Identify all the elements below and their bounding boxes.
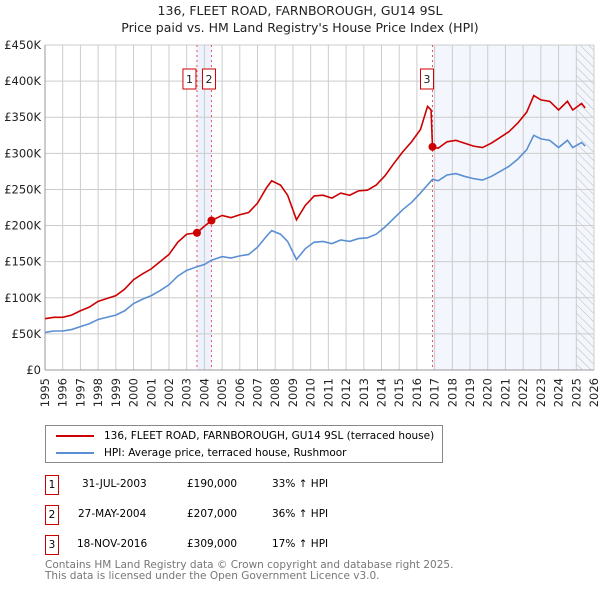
x-tick-label: 2017 [428,378,442,407]
sale-label: 1 [186,73,193,86]
sale-label-box [419,68,434,90]
x-tick-label: 2016 [410,378,424,407]
legend-label: 136, FLEET ROAD, FARNBOROUGH, GU14 9SL (… [104,430,435,442]
chart-subtitle: Price paid vs. HM Land Registry's House … [121,20,479,35]
sale-date: 27-MAY-2004 [78,508,147,520]
x-tick-label: 2007 [251,378,265,407]
x-tick-label: 2018 [445,378,459,407]
x-tick-label: 2005 [215,378,229,407]
sale-marker-badge: 1 [45,475,59,495]
x-tick-label: 1996 [56,378,70,407]
legend-label: HPI: Average price, terraced house, Rush… [104,447,347,459]
sale-point [207,216,216,225]
sale-label: 2 [205,73,212,86]
x-tick-label: 1998 [91,378,105,407]
x-tick-label: 2004 [197,378,211,407]
sale-label-box [201,68,216,90]
x-tick-label: 2010 [304,378,318,407]
y-tick-label: £150K [4,255,41,269]
property-price-line [44,94,586,320]
y-tick-label: £200K [4,219,41,233]
x-tick-label: 2014 [374,378,388,407]
x-tick-label: 2009 [286,378,300,407]
x-tick-label: 2023 [534,378,548,407]
legend-swatch-blue [56,452,94,454]
x-tick-label: 2025 [569,378,583,407]
sale-point [192,228,201,237]
sale-marker-badge: 2 [45,505,59,525]
sale-price: £207,000 [187,508,238,520]
legend-swatch-red [56,435,94,437]
sale-marker-badge: 3 [45,535,59,555]
x-tick-label: 2026 [587,378,600,407]
x-tick-label: 2001 [144,378,158,407]
x-tick-label: 1999 [109,378,123,407]
x-tick-label: 2021 [498,378,512,407]
x-tick-label: 1995 [38,378,52,407]
hpi-line [44,134,586,334]
y-tick-label: £300K [4,146,41,160]
x-tick-label: 2019 [463,378,477,407]
x-tick-label: 2000 [127,378,141,407]
x-tick-label: 2022 [516,378,530,407]
x-tick-label: 2008 [268,378,282,407]
sale-point [428,142,437,151]
sale-period-shade [432,45,594,370]
x-tick-label: 2006 [233,378,247,407]
forecast-hatch [576,45,594,370]
y-tick-label: £350K [4,110,41,124]
y-tick-label: £250K [4,182,41,196]
x-tick-label: 2013 [357,378,371,407]
y-tick-label: £400K [4,74,41,88]
y-tick-label: £100K [4,291,41,305]
footer: Contains HM Land Registry data © Crown c… [45,560,453,582]
sale-row: 1 31-JUL-2003 £190,000 33% ↑ HPI [45,475,445,495]
x-tick-label: 2015 [392,378,406,407]
sale-hpi: 17% ↑ HPI [272,538,329,550]
x-tick-label: 2020 [481,378,495,407]
legend: 136, FLEET ROAD, FARNBOROUGH, GU14 9SL (… [45,425,443,463]
legend-item-property: 136, FLEET ROAD, FARNBOROUGH, GU14 9SL (… [56,430,434,442]
sale-hpi: 36% ↑ HPI [272,508,329,520]
chart-title: 136, FLEET ROAD, FARNBOROUGH, GU14 9SL [157,3,443,18]
sale-date: 31-JUL-2003 [82,478,147,490]
x-tick-label: 2011 [321,378,335,407]
sale-date: 18-NOV-2016 [77,538,148,550]
y-tick-label: £450K [4,38,41,52]
chart-plot: 1995 1996 1997 1998 1999 2000 2001 2002 2003 2004… [4,38,600,407]
footer-line: This data is licensed under the Open Gov… [45,570,380,582]
y-tick-label: £50K [12,327,42,341]
x-tick-label: 2003 [180,378,194,407]
y-tick-label: £0 [26,363,41,377]
x-tick-label: 1997 [73,378,87,407]
footer-line: Contains HM Land Registry data © Crown c… [45,559,454,571]
sale-row: 2 27-MAY-2004 £207,000 36% ↑ HPI [45,505,445,525]
x-tick-label: 2002 [162,378,176,407]
legend-item-hpi: HPI: Average price, terraced house, Rush… [56,447,347,459]
sale-row: 3 18-NOV-2016 £309,000 17% ↑ HPI [45,535,445,555]
sale-label-box [182,68,197,90]
sale-label: 3 [423,73,430,86]
x-tick-label: 2012 [339,378,353,407]
sale-price: £190,000 [187,478,238,490]
sale-hpi: 33% ↑ HPI [272,478,329,490]
sale-price: £309,000 [187,538,238,550]
x-tick-label: 2024 [552,378,566,407]
